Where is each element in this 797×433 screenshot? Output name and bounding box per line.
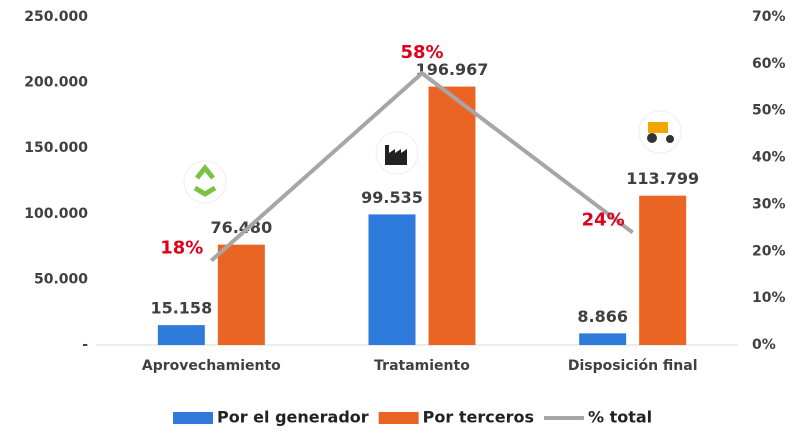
bar	[368, 214, 416, 345]
bar	[157, 325, 205, 345]
icons	[183, 110, 682, 204]
tractor-wheel	[647, 133, 657, 143]
y-tick-label: 50.000	[34, 271, 88, 287]
recycle-icon	[183, 160, 227, 204]
legend-swatch	[378, 412, 419, 424]
tractor-wheel	[666, 135, 674, 143]
line-value-label: 24%	[582, 210, 625, 231]
y2-tick-label: 20%	[752, 243, 786, 259]
bar-value-label: 8.866	[577, 307, 628, 326]
recycle-shape	[193, 163, 217, 197]
y2-tick-label: 50%	[752, 103, 786, 119]
bar	[217, 244, 265, 345]
bar-value-label: 196.967	[416, 60, 489, 79]
y2-tick-label: 30%	[752, 196, 786, 212]
legend-label: Por el generador	[217, 408, 369, 427]
x-tick-label: Tratamiento	[374, 358, 470, 374]
y-tick-label: 150.000	[24, 140, 88, 156]
y2-tick-label: 0%	[752, 337, 776, 353]
legend-label: Por terceros	[423, 408, 534, 427]
bar	[639, 195, 687, 345]
bar-value-label: 113.799	[626, 169, 699, 188]
y2-tick-label: 60%	[752, 56, 786, 72]
y-tick-label: 100.000	[24, 206, 88, 222]
y-tick-label: 200.000	[24, 75, 88, 91]
bar-value-label: 15.158	[150, 299, 212, 318]
line	[210, 70, 634, 263]
y-tick-label: 250.000	[24, 9, 88, 25]
line-value-label: 58%	[400, 42, 443, 63]
bar	[579, 333, 627, 345]
factory-shape	[385, 145, 407, 165]
legend-swatch	[173, 412, 213, 424]
bar-value-label: 99.535	[361, 188, 423, 207]
x-tick-label: Aprovechamiento	[142, 358, 281, 374]
x-tick-label: Disposición final	[568, 358, 698, 374]
legend-label: % total	[588, 408, 652, 427]
y-tick-label: -	[82, 337, 88, 353]
y2-tick-label: 70%	[752, 9, 786, 25]
tractor-body	[648, 122, 668, 133]
y2-tick-label: 10%	[752, 290, 786, 306]
line-value-label: 18%	[160, 238, 203, 259]
y2-tick-label: 40%	[752, 150, 786, 166]
bar	[428, 86, 476, 346]
